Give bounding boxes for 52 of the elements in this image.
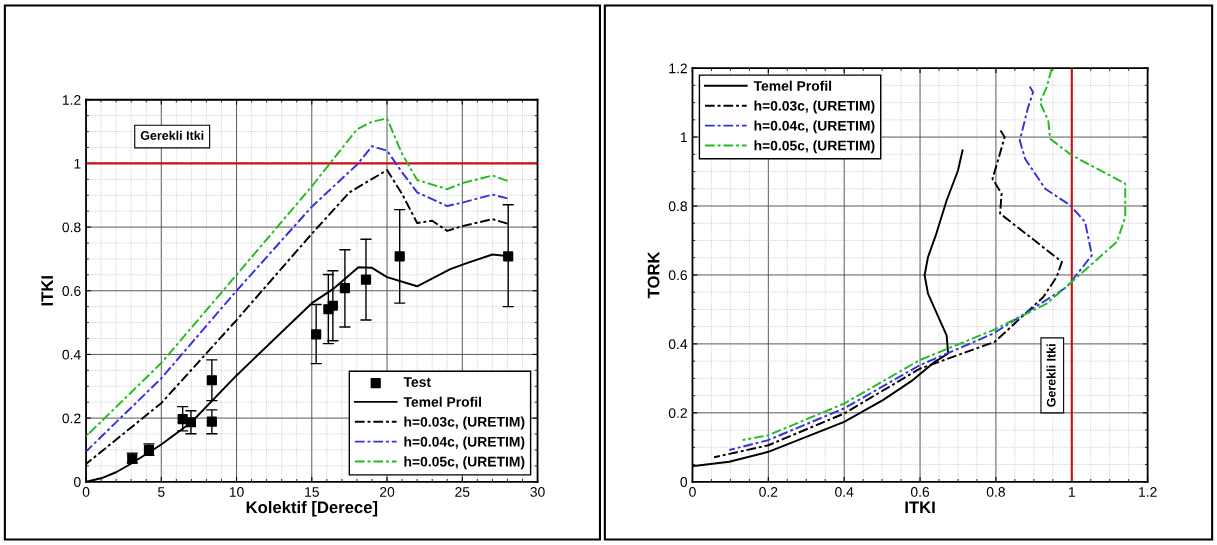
- x-tick-label: 0: [82, 487, 90, 497]
- legend-label: Temel Profil: [403, 396, 481, 407]
- point: [206, 375, 217, 386]
- x-tick-label: 1.2: [1139, 487, 1157, 497]
- y-axis-title: ITKI: [41, 276, 53, 306]
- y-tick-label: 0.6: [62, 286, 81, 296]
- y-tick-label: 0.4: [62, 349, 81, 360]
- legend-label: h=0.04c, (URETIM): [754, 120, 875, 134]
- x-tick-label: 25: [455, 487, 470, 497]
- y-tick-label: 0.2: [62, 413, 81, 424]
- y-tick-label: 1: [680, 132, 687, 143]
- ref-line-label: Gerekli Itki: [140, 130, 204, 140]
- x-tick-label: 1: [1068, 487, 1075, 497]
- y-tick-label: 0.8: [668, 201, 688, 212]
- legend-label: h=0.03c, (URETIM): [404, 416, 525, 430]
- x-tick-label: 5: [157, 487, 165, 497]
- ref-line-label: Gerekli Itki: [1046, 344, 1056, 407]
- point: [503, 251, 514, 262]
- x-tick-label: 15: [305, 487, 319, 497]
- legend-label: h=0.05c, (URETIM): [404, 456, 525, 470]
- point: [360, 274, 372, 285]
- point: [339, 283, 350, 294]
- point: [327, 300, 338, 311]
- legend-label: h=0.03c, (URETIM): [754, 100, 875, 114]
- legend-label: h=0.04c, (URETIM): [404, 436, 525, 450]
- y-tick-label: 1.2: [669, 63, 687, 74]
- y-tick-label: 0.8: [62, 222, 81, 233]
- y-tick-label: 0: [680, 477, 688, 487]
- y-tick-label: 0.6: [668, 270, 687, 281]
- x-axis-title: Kolektif [Derece]: [246, 500, 378, 517]
- x-tick-label: 0.6: [910, 487, 930, 497]
- y-tick-label: 0.4: [668, 339, 688, 350]
- point: [206, 416, 217, 427]
- x-tick-label: 0.8: [986, 487, 1005, 497]
- x-tick-label: 0: [689, 487, 696, 497]
- x-tick-label: 10: [229, 487, 244, 497]
- legend-label: Temel Profil: [753, 80, 832, 91]
- x-tick-label: 30: [530, 487, 545, 497]
- x-tick-label: 20: [380, 487, 395, 497]
- point: [394, 251, 405, 262]
- legend-label: Test: [403, 377, 431, 387]
- x-axis-title: ITKI: [905, 501, 935, 514]
- point: [311, 329, 322, 340]
- x-tick-label: 0.4: [835, 487, 854, 497]
- x-tick-label: 0.2: [759, 487, 778, 497]
- y-tick-label: 0.2: [668, 408, 687, 419]
- y-tick-label: 1.2: [62, 95, 81, 105]
- y-axis-title: TORK: [647, 251, 660, 299]
- point: [185, 417, 197, 428]
- y-tick-label: 0: [74, 477, 81, 487]
- legend-label: h=0.05c, (URETIM): [754, 140, 875, 154]
- y-tick-label: 1: [74, 158, 81, 169]
